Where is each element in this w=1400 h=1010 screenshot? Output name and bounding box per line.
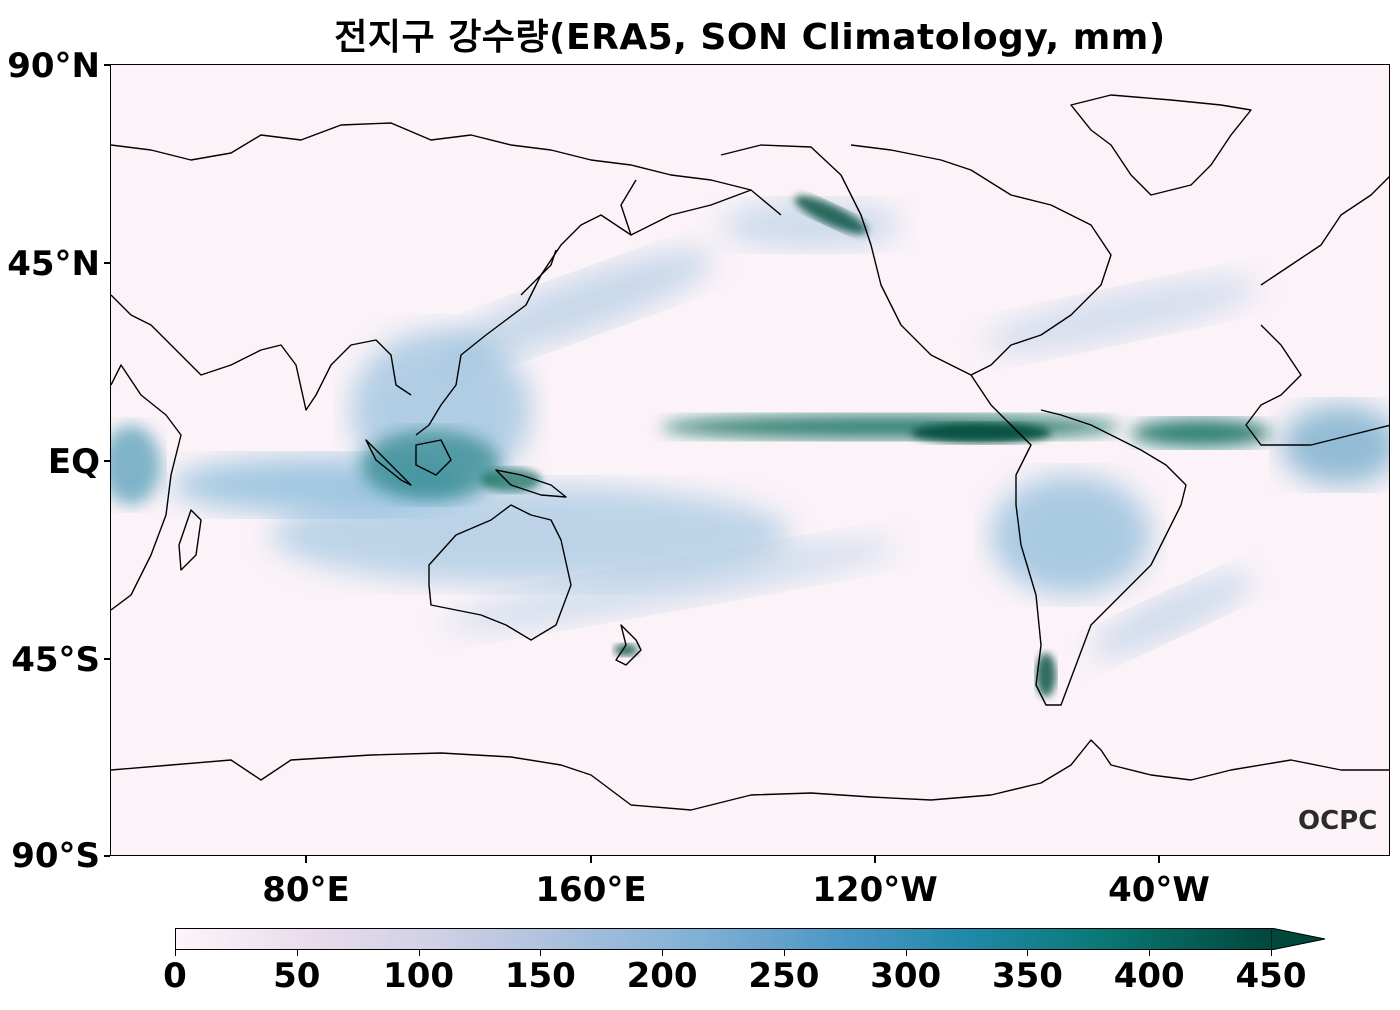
precipitation-map bbox=[110, 64, 1390, 856]
colorbar-tick-label: 450 bbox=[1235, 956, 1307, 996]
colorbar-tick-mark bbox=[783, 950, 785, 956]
colorbar-tick-mark bbox=[296, 950, 298, 956]
colorbar-extend-arrow bbox=[1271, 928, 1326, 950]
colorbar-tick-label: 350 bbox=[991, 956, 1063, 996]
colorbar-tick-label: 150 bbox=[504, 956, 576, 996]
colorbar-tick-mark bbox=[1149, 950, 1151, 956]
precip-field bbox=[111, 195, 1389, 697]
lon-label-120w: 120°W bbox=[812, 870, 938, 910]
lat-label-45n: 45°N bbox=[7, 244, 100, 284]
colorbar-tick-mark bbox=[175, 950, 176, 956]
lon-label-80e: 80°E bbox=[262, 870, 350, 910]
colorbar bbox=[175, 928, 1272, 950]
colorbar-tick-label: 250 bbox=[748, 956, 820, 996]
colorbar-tick-mark bbox=[418, 950, 420, 956]
colorbar-tick-label: 100 bbox=[383, 956, 455, 996]
lat-label-45s: 45°S bbox=[11, 640, 100, 680]
colorbar-tick-mark bbox=[662, 950, 664, 956]
coastlines bbox=[111, 94, 1389, 811]
colorbar-tick-mark bbox=[540, 950, 542, 956]
colorbar-tick-mark bbox=[1027, 950, 1029, 956]
lat-label-90s: 90°S bbox=[11, 836, 100, 876]
colorbar-tick-label: 200 bbox=[626, 956, 698, 996]
colorbar-tick-label: 300 bbox=[870, 956, 942, 996]
colorbar-tick-mark bbox=[1271, 950, 1272, 956]
lat-label-eq: EQ bbox=[47, 442, 100, 482]
colorbar-tick-label: 50 bbox=[273, 956, 321, 996]
lon-label-40w: 40°W bbox=[1108, 870, 1210, 910]
colorbar-tick-label: 0 bbox=[163, 956, 187, 996]
lon-label-160e: 160°E bbox=[535, 870, 647, 910]
colorbar-tick-mark bbox=[905, 950, 907, 956]
colorbar-tick-label: 400 bbox=[1113, 956, 1185, 996]
lat-label-90n: 90°N bbox=[7, 46, 100, 86]
map-title: 전지구 강수량(ERA5, SON Climatology, mm) bbox=[334, 17, 1166, 58]
ocpc-logo: OCPC bbox=[1298, 806, 1378, 836]
